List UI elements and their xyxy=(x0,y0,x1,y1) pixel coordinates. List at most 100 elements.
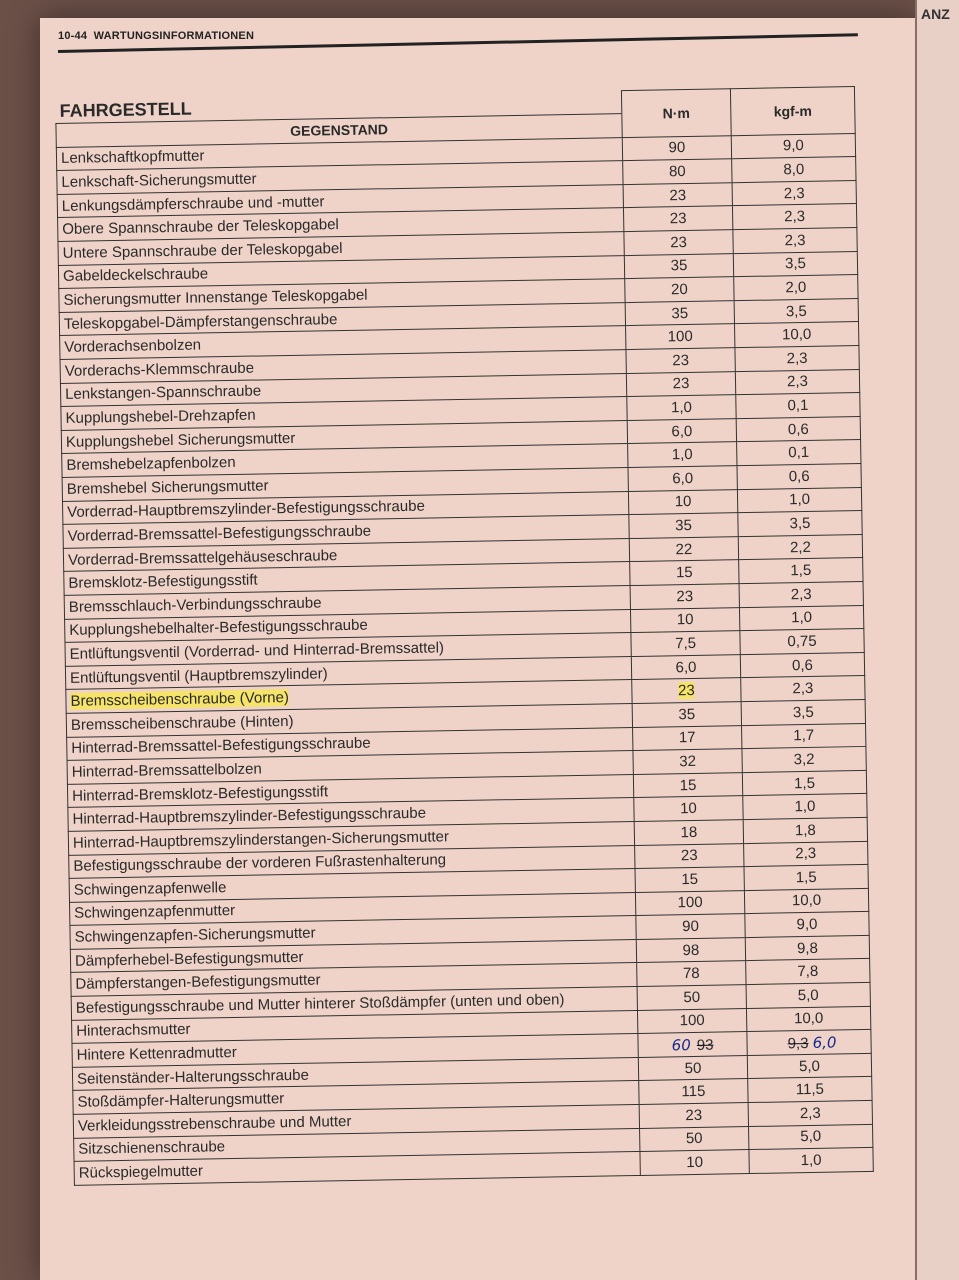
nm-value: 100 xyxy=(679,1012,705,1030)
item-label: Dämpferstangen-Befestigungsmutter xyxy=(75,971,321,994)
nm-cell: 50 xyxy=(637,984,747,1011)
kgf-cell: 2,0 xyxy=(733,274,859,301)
item-label: Stoßdämpfer-Halterungsmutter xyxy=(77,1090,285,1111)
kgf-value: 2,3 xyxy=(784,231,806,250)
nm-cell: 23 xyxy=(626,371,736,397)
kgf-cell: 9,0 xyxy=(744,911,870,938)
nm-cell: 6,0 xyxy=(628,465,738,492)
nm-value: 50 xyxy=(684,1059,702,1077)
kgf-value: 0,1 xyxy=(787,396,809,415)
nm-cell: 100 xyxy=(625,324,735,350)
item-label: Verkleidungsstrebenschraube und Mutter xyxy=(77,1112,352,1135)
nm-value: 35 xyxy=(675,516,693,535)
nm-value: 23 xyxy=(669,186,687,204)
kgf-cell: 0,1 xyxy=(735,392,861,419)
kgf-cell: 2,3 xyxy=(735,369,860,395)
nm-cell: 18 xyxy=(634,819,744,845)
item-label: Dämpferhebel-Befestigungsmutter xyxy=(74,948,304,970)
item-label: Obere Spannschraube der Teleskopgabel xyxy=(62,216,339,239)
item-label: Lenkschaft-Sicherungsmutter xyxy=(61,170,257,191)
nm-cell: 23 xyxy=(634,843,744,869)
kgf-cell: 2,3 xyxy=(734,345,860,372)
kgf-cell: 2,3 xyxy=(732,180,857,207)
kgf-value: 10,0 xyxy=(791,892,822,910)
kgf-cell: 2,3 xyxy=(743,840,868,867)
nm-cell: 23 xyxy=(623,182,733,209)
running-header: 10-44 WARTUNGSINFORMATIONEN xyxy=(58,30,254,42)
kgf-value: 0,6 xyxy=(788,467,810,486)
kgf-cell: 1,8 xyxy=(743,817,868,844)
nm-value: 23 xyxy=(685,1106,703,1124)
kgf-value: 1,8 xyxy=(794,821,816,839)
item-label: Hinterachsmutter xyxy=(76,1021,191,1041)
item-label: Hintere Kettenradmutter xyxy=(76,1044,237,1064)
nm-value: 90 xyxy=(682,917,700,936)
item-label: Vorderachsenbolzen xyxy=(64,336,202,357)
nm-value: 35 xyxy=(670,257,688,275)
page-number: 10-44 xyxy=(58,30,88,42)
nm-cell: 10 xyxy=(633,795,744,822)
kgf-cell: 3,5 xyxy=(733,251,858,277)
nm-value: 10 xyxy=(686,1153,704,1172)
nm-value: 20 xyxy=(670,281,688,299)
nm-cell: 90 xyxy=(622,135,732,161)
kgf-value: 9,0 xyxy=(782,137,804,155)
nm-cell: 6,0 xyxy=(631,654,741,680)
kgf-cell: 1,5 xyxy=(742,770,867,796)
item-label: Bremshebelzapfenbolzen xyxy=(66,454,236,475)
nm-cell: 23 xyxy=(625,347,736,374)
nm-cell: 23 xyxy=(623,229,734,256)
kgf-cell: 9,0 xyxy=(731,133,856,159)
nm-cell: 15 xyxy=(635,866,745,893)
kgf-cell: 1,5 xyxy=(743,864,869,891)
nm-cell: 15 xyxy=(629,560,740,586)
nm-value: 10 xyxy=(676,611,694,629)
kgf-cell: 3,2 xyxy=(741,746,867,773)
item-label: Schwingenzapfenwelle xyxy=(73,879,227,899)
nm-cell: 10 xyxy=(628,489,738,515)
nm-cell: 98 xyxy=(636,937,746,963)
nm-cell: 23 xyxy=(623,206,733,232)
item-label: Schwingenzapfenmutter xyxy=(74,902,236,923)
kgf-value: 1,0 xyxy=(794,797,816,816)
kgf-value: 8,0 xyxy=(783,161,805,179)
nm-cell: 1,0 xyxy=(627,442,737,468)
item-label: Seitenständer-Halterungsschraube xyxy=(76,1066,310,1088)
item-label: Gabeldeckelschraube xyxy=(62,265,209,286)
kgf-cell: 2,3 xyxy=(732,227,858,254)
kgf-cell: 0,6 xyxy=(740,652,865,678)
nm-cell: 90 xyxy=(635,913,746,940)
kgf-value: 2,3 xyxy=(799,1104,821,1122)
kgf-value: 1,5 xyxy=(793,774,816,792)
item-label: Hinterrad-Hauptbremszylinderstangen-Sich… xyxy=(72,827,450,852)
kgf-value: 1,0 xyxy=(800,1151,822,1170)
item-label: Untere Spannschraube der Teleskopgabel xyxy=(62,239,343,262)
kgf-cell: 8,0 xyxy=(731,156,857,183)
item-label: Lenkschaftkopfmutter xyxy=(60,147,205,168)
item-label: Bremsschlauch-Verbindungsschraube xyxy=(68,594,322,616)
manual-page xyxy=(40,18,915,1280)
nm-cell: 6,0 xyxy=(627,418,737,444)
kgf-cell: 1,0 xyxy=(748,1147,874,1174)
nm-value: 78 xyxy=(682,965,700,983)
kgf-cell: 3,5 xyxy=(737,510,863,537)
kgf-value: 0,1 xyxy=(788,444,810,462)
nm-cell: 1,0 xyxy=(626,394,737,421)
nm-value: 115 xyxy=(681,1083,706,1101)
kgf-value: 1,0 xyxy=(791,609,813,627)
kgf-cell: 1,5 xyxy=(738,557,864,584)
kgf-cell: 9,8 xyxy=(745,935,870,962)
nm-value: 35 xyxy=(671,304,689,322)
kgf-value: 5,0 xyxy=(800,1128,822,1146)
nm-value: 23 xyxy=(672,375,690,393)
nm-value: 10 xyxy=(674,493,692,511)
nm-cell: 50 xyxy=(639,1126,749,1152)
item-label: Bremsscheibenschraube (Vorne) xyxy=(70,689,290,710)
item-label: Hinterrad-Hauptbremszylinder-Befestigung… xyxy=(72,804,427,828)
kgf-value: 10,0 xyxy=(793,1010,824,1028)
item-label: Hinterrad-Bremssattelbolzen xyxy=(71,760,262,781)
nm-value: 6,0 xyxy=(672,469,694,488)
nm-cell: 60 93 xyxy=(637,1031,748,1058)
kgf-cell: 10,0 xyxy=(744,888,869,914)
kgf-cell: 1,7 xyxy=(741,722,866,749)
